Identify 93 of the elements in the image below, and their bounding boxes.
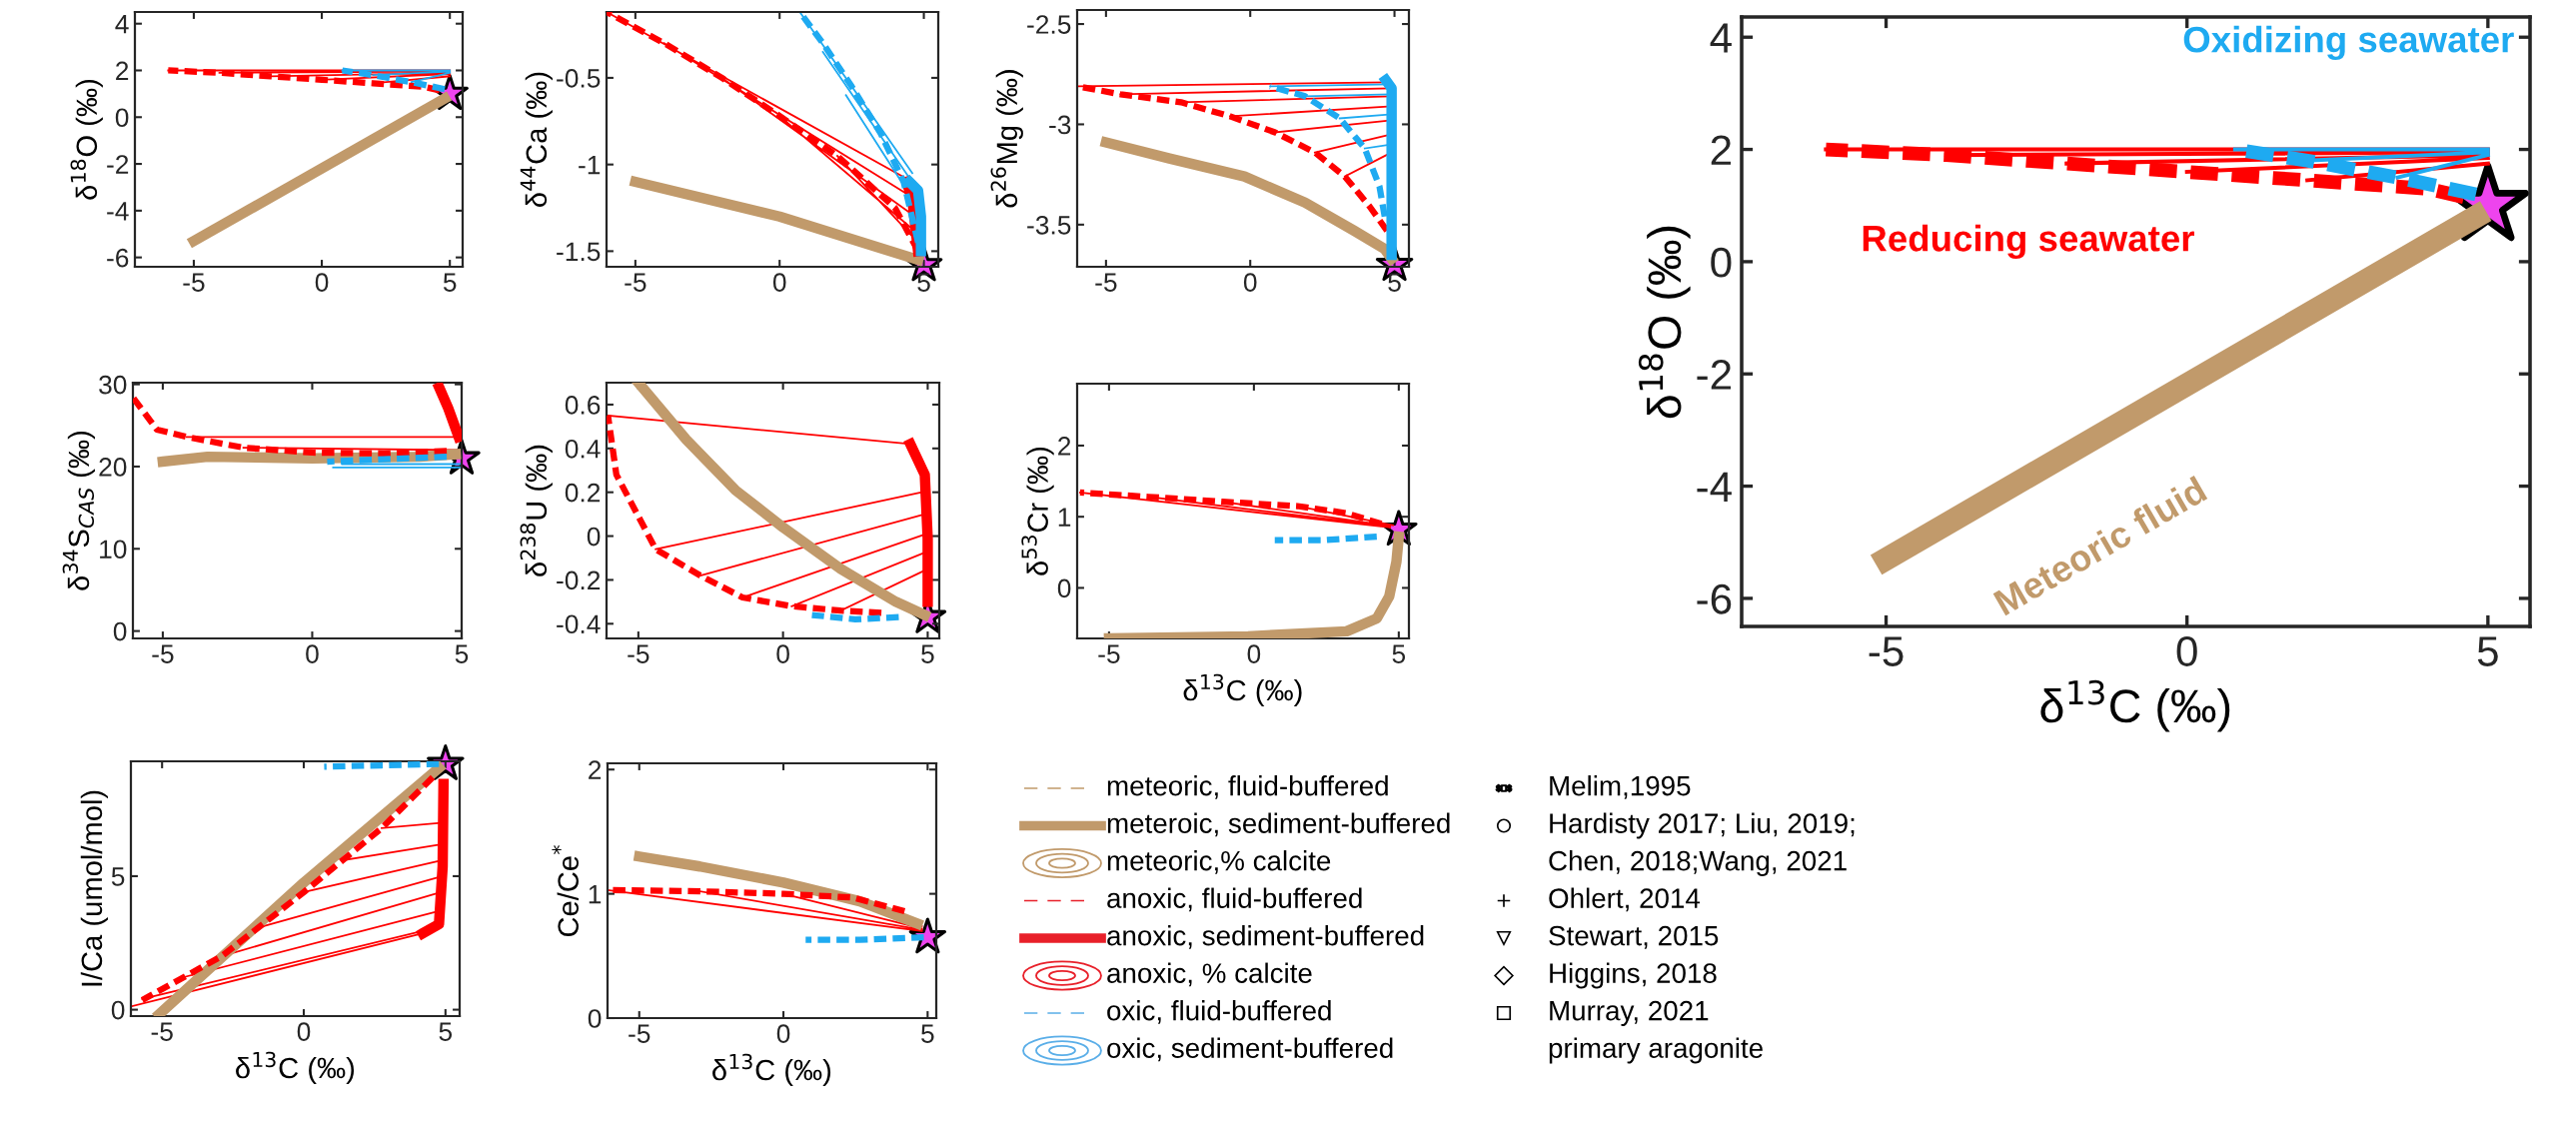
y-tick-label: -2 — [1697, 360, 1731, 390]
text: Melim,1995 — [1550, 775, 1691, 799]
y-tick-label: -0.4 — [557, 614, 601, 634]
y-axis-title: δ$^{18}$O (‰) — [70, 80, 103, 200]
y-axis-title: δ$^{53}$Cr (‰) — [1021, 448, 1054, 575]
y-tick-label: 0 — [588, 1009, 602, 1028]
x-axis-title: δ$^{13}$C (‰) — [236, 1051, 355, 1085]
x-tick-label: 0 — [2176, 636, 2197, 666]
y-tick-label: 2 — [116, 61, 129, 81]
x-tick-label: 0 — [1243, 273, 1257, 292]
x-tick-label: 0 — [776, 644, 789, 663]
text: Chen, 2018;Wang, 2021 — [1549, 850, 1847, 876]
x-tick-label: -5 — [1869, 636, 1904, 666]
y-axis-title: δ$^{18}$O (‰) — [1638, 226, 1691, 419]
y-tick-label: 0.6 — [565, 396, 601, 415]
x-tick-label: 0 — [315, 273, 329, 292]
text: oxic, sediment-buffered — [1107, 1037, 1393, 1062]
y-tick-label: 5 — [111, 867, 125, 886]
x-tick-label: -5 — [628, 644, 649, 663]
y-axis-title: Ce/Ce$^{*}$ — [552, 845, 579, 937]
x-tick-label: 5 — [921, 1024, 934, 1043]
text: Oxidizing seawater — [2183, 25, 2514, 61]
y-tick-label: 4 — [1710, 23, 1732, 53]
y-tick-label: 1 — [589, 885, 602, 904]
y-tick-label: -4 — [107, 202, 129, 221]
x-tick-label: 0 — [772, 273, 786, 292]
y-tick-label: 0.2 — [565, 483, 601, 503]
x-tick-label: 5 — [917, 273, 930, 292]
y-tick-label: 0 — [115, 108, 129, 128]
y-tick-label: -3.5 — [1027, 215, 1071, 235]
y-tick-label: 0 — [1057, 578, 1071, 598]
x-tick-label: 5 — [2477, 636, 2498, 666]
x-tick-label: -5 — [625, 273, 646, 292]
y-tick-label: -2 — [107, 155, 129, 174]
y-tick-label: -0.5 — [557, 69, 601, 88]
y-tick-label: 0 — [111, 1000, 125, 1020]
y-tick-label: 0 — [113, 621, 127, 641]
x-tick-label: 5 — [443, 273, 457, 292]
y-tick-label: -3 — [1049, 115, 1071, 135]
y-tick-label: -2.5 — [1027, 15, 1071, 34]
y-axis-title: δ$^{44}$Ca (‰) — [520, 72, 553, 207]
y-tick-label: 4 — [115, 15, 129, 34]
y-tick-label: 2 — [1058, 437, 1071, 456]
x-tick-label: 5 — [1392, 644, 1406, 663]
y-tick-label: -6 — [1697, 583, 1732, 614]
x-tick-label: 0 — [297, 1022, 311, 1041]
text: Stewart, 2015 — [1549, 925, 1719, 949]
text: Hardisty 2017; Liu, 2019; — [1550, 812, 1855, 839]
text: Higgins, 2018 — [1550, 962, 1717, 989]
x-tick-label: 5 — [921, 644, 934, 663]
text: meteoric,% calcite — [1107, 850, 1331, 874]
x-axis-title: δ$^{13}$C (‰) — [1183, 673, 1302, 707]
x-tick-label: -5 — [629, 1024, 650, 1043]
text: meteroic, sediment-buffered — [1107, 812, 1450, 837]
x-tick-label: 5 — [455, 644, 469, 663]
y-tick-label: 2 — [1711, 135, 1731, 165]
x-tick-label: -5 — [1098, 644, 1120, 663]
y-axis-title: δ$^{26}$Mg (‰) — [990, 70, 1023, 208]
text: Murray, 2021 — [1550, 1000, 1709, 1026]
series-label: Reducing seawater — [1863, 224, 2194, 260]
x-tick-label: 0 — [776, 1024, 790, 1043]
text: Ohlert, 2014 — [1549, 887, 1701, 912]
y-tick-label: -6 — [107, 248, 129, 268]
y-tick-label: 10 — [100, 540, 127, 560]
x-tick-label: -5 — [152, 644, 174, 663]
text: primary aragonite — [1549, 1037, 1763, 1064]
y-axis-title: I/Ca (umol/mol) — [80, 790, 108, 986]
y-tick-label: -1 — [579, 156, 601, 175]
x-tick-label: 0 — [306, 644, 319, 663]
text: anoxic, fluid-buffered — [1107, 887, 1362, 912]
y-tick-label: 2 — [589, 760, 602, 779]
y-tick-label: -4 — [1697, 472, 1732, 502]
y-axis-title: δ$^{238}$U (‰) — [520, 445, 553, 576]
x-tick-label: -5 — [1095, 273, 1117, 292]
y-axis-title: δ$^{34}$S$_{CAS}$ (‰) — [62, 432, 96, 590]
x-tick-label: 5 — [1388, 273, 1401, 292]
y-tick-label: 20 — [99, 458, 127, 477]
text: meteoric, fluid-buffered — [1107, 775, 1388, 799]
x-axis-title: δ$^{13}$C (‰) — [712, 1053, 831, 1087]
y-tick-label: -0.2 — [557, 570, 601, 590]
y-tick-label: 1 — [1058, 508, 1071, 527]
x-axis-title: δ$^{13}$C (‰) — [2040, 679, 2230, 732]
x-tick-label: 5 — [439, 1022, 453, 1041]
y-tick-label: 0.4 — [565, 439, 601, 459]
text: anoxic, sediment-buffered — [1107, 925, 1424, 949]
y-tick-label: -1.5 — [557, 242, 601, 262]
y-tick-label: 30 — [99, 375, 127, 395]
x-tick-label: -5 — [183, 273, 205, 292]
text: oxic, fluid-buffered — [1107, 1000, 1331, 1024]
text: anoxic, % calcite — [1107, 962, 1312, 987]
x-tick-label: -5 — [151, 1022, 173, 1041]
x-tick-label: 0 — [1247, 644, 1261, 663]
y-tick-label: 0 — [587, 527, 601, 547]
